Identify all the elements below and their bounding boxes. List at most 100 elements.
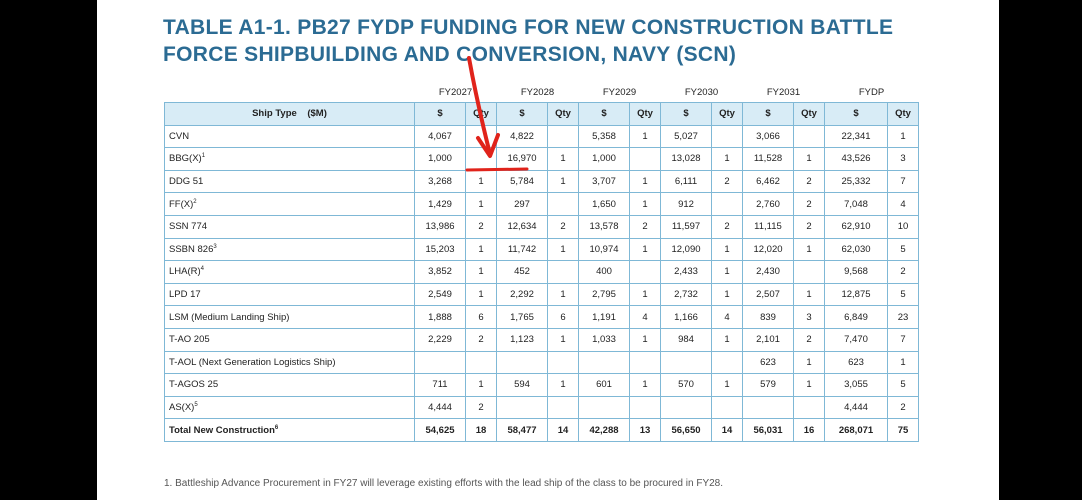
dollar-cell: 2,760 (742, 192, 794, 216)
dollar-header: $ (824, 102, 888, 126)
dollar-cell: 13,578 (578, 214, 630, 239)
qty-cell: 1 (629, 192, 661, 216)
dollar-cell: 1,166 (660, 305, 712, 329)
dollar-cell: 5,784 (496, 169, 548, 194)
ship-type-cell: AS(X)5 (164, 395, 415, 420)
dollar-cell: 12,634 (496, 214, 548, 239)
qty-cell: 2 (793, 327, 825, 352)
dollar-cell (414, 350, 466, 375)
dollar-header: $ (414, 102, 466, 126)
dollar-cell: 5,358 (578, 124, 630, 149)
qty-header: Qty (711, 102, 743, 126)
qty-cell: 1 (629, 373, 661, 397)
dollar-cell: 6,111 (660, 169, 712, 194)
table-title: TABLE A1-1. PB27 FYDP FUNDING FOR NEW CO… (163, 16, 894, 66)
qty-cell: 1 (547, 169, 579, 194)
qty-cell: 1 (465, 282, 497, 307)
ship-type-cell: BBG(X)1 (164, 147, 415, 171)
dollar-cell: 6,849 (824, 305, 888, 329)
qty-cell: 75 (887, 418, 919, 442)
ship-name: CVN (169, 130, 190, 142)
year-spacer (164, 82, 415, 103)
qty-cell: 1 (711, 237, 743, 262)
dollar-cell (578, 395, 630, 420)
qty-cell: 4 (711, 305, 743, 329)
qty-cell (711, 395, 743, 420)
qty-cell: 13 (629, 418, 661, 442)
dollar-cell (742, 395, 794, 420)
dollar-cell: 623 (824, 350, 888, 375)
fiscal-year-label: FY2031 (742, 82, 825, 103)
table-row: CVN 4,067 4,822 5,358 1 5,027 3,066 22,341 1 (164, 124, 919, 149)
table-row: T-AGOS 25 711 1 594 1 601 1 570 1 579 1 3,055 5 (164, 373, 919, 397)
dollar-cell: 4,444 (414, 395, 466, 420)
dollar-cell: 2,292 (496, 282, 548, 307)
dollar-cell: 2,101 (742, 327, 794, 352)
funding-table: FY2027 FY2028 FY2029 FY2030 FY2031 FYDP Ship T… (164, 82, 919, 442)
qty-cell (629, 260, 661, 284)
dollar-cell: 15,203 (414, 237, 466, 262)
ship-type-header: Ship Type ($M) (164, 102, 415, 126)
dollar-cell (496, 350, 548, 375)
qty-cell: 4 (887, 192, 919, 216)
qty-header: Qty (547, 102, 579, 126)
qty-cell: 3 (793, 305, 825, 329)
qty-cell: 1 (547, 147, 579, 171)
qty-header: Qty (793, 102, 825, 126)
qty-cell: 6 (547, 305, 579, 329)
qty-cell: 1 (547, 237, 579, 262)
qty-cell: 2 (547, 214, 579, 239)
dollar-cell: 62,910 (824, 214, 888, 239)
dollar-cell (660, 350, 712, 375)
dollar-cell: 3,055 (824, 373, 888, 397)
qty-cell: 1 (629, 282, 661, 307)
table-row: LPD 17 2,549 1 2,292 1 2,795 1 2,732 1 2,507 1 12,8… (164, 282, 919, 307)
dollar-cell: 58,477 (496, 418, 548, 442)
dollar-cell: 839 (742, 305, 794, 329)
ship-type-cell: LHA(R)4 (164, 260, 415, 284)
qty-cell: 7 (887, 327, 919, 352)
qty-cell: 1 (465, 260, 497, 284)
dollar-cell: 1,765 (496, 305, 548, 329)
ship-name: SSN 774 (169, 221, 208, 233)
dollar-cell: 6,462 (742, 169, 794, 194)
dollar-cell: 7,470 (824, 327, 888, 352)
ship-name: T-AOL (Next Generation Logistics Ship) (169, 356, 336, 368)
fiscal-year-label: FY2030 (660, 82, 743, 103)
dollar-cell: 9,568 (824, 260, 888, 284)
ship-type-cell: Total New Construction6 (164, 418, 415, 442)
qty-cell (711, 124, 743, 149)
footnote-marker: 1 (201, 153, 206, 160)
dollar-cell: 11,597 (660, 214, 712, 239)
ship-type-cell: T-AGOS 25 (164, 373, 415, 397)
qty-cell: 1 (629, 169, 661, 194)
qty-cell (629, 395, 661, 420)
table-row: T-AO 205 2,229 2 1,123 1 1,033 1 984 1 2,101 2 7,47… (164, 327, 919, 352)
dollar-cell: 297 (496, 192, 548, 216)
dollar-cell: 268,071 (824, 418, 888, 442)
ship-type-cell: SSBN 8263 (164, 237, 415, 262)
qty-cell: 10 (887, 214, 919, 239)
dollar-cell: 623 (742, 350, 794, 375)
qty-cell (547, 350, 579, 375)
qty-cell: 14 (711, 418, 743, 442)
qty-cell: 1 (711, 260, 743, 284)
dollar-cell (496, 395, 548, 420)
qty-cell (793, 260, 825, 284)
dollar-cell: 570 (660, 373, 712, 397)
qty-cell: 2 (793, 169, 825, 194)
qty-cell (629, 350, 661, 375)
qty-cell (711, 192, 743, 216)
total-row: Total New Construction6 54,625 18 58,477 14 4… (164, 418, 919, 442)
ship-type-cell: CVN (164, 124, 415, 149)
dollar-header: $ (578, 102, 630, 126)
ship-type-cell: LPD 17 (164, 282, 415, 307)
qty-cell: 2 (793, 214, 825, 239)
footnote-marker: 5 (194, 401, 198, 408)
qty-cell: 1 (711, 373, 743, 397)
qty-cell: 2 (793, 192, 825, 216)
dollar-cell: 912 (660, 192, 712, 216)
table-row: AS(X)5 4,444 2 4,444 2 (164, 395, 919, 420)
qty-cell: 16 (793, 418, 825, 442)
dollar-cell: 2,430 (742, 260, 794, 284)
